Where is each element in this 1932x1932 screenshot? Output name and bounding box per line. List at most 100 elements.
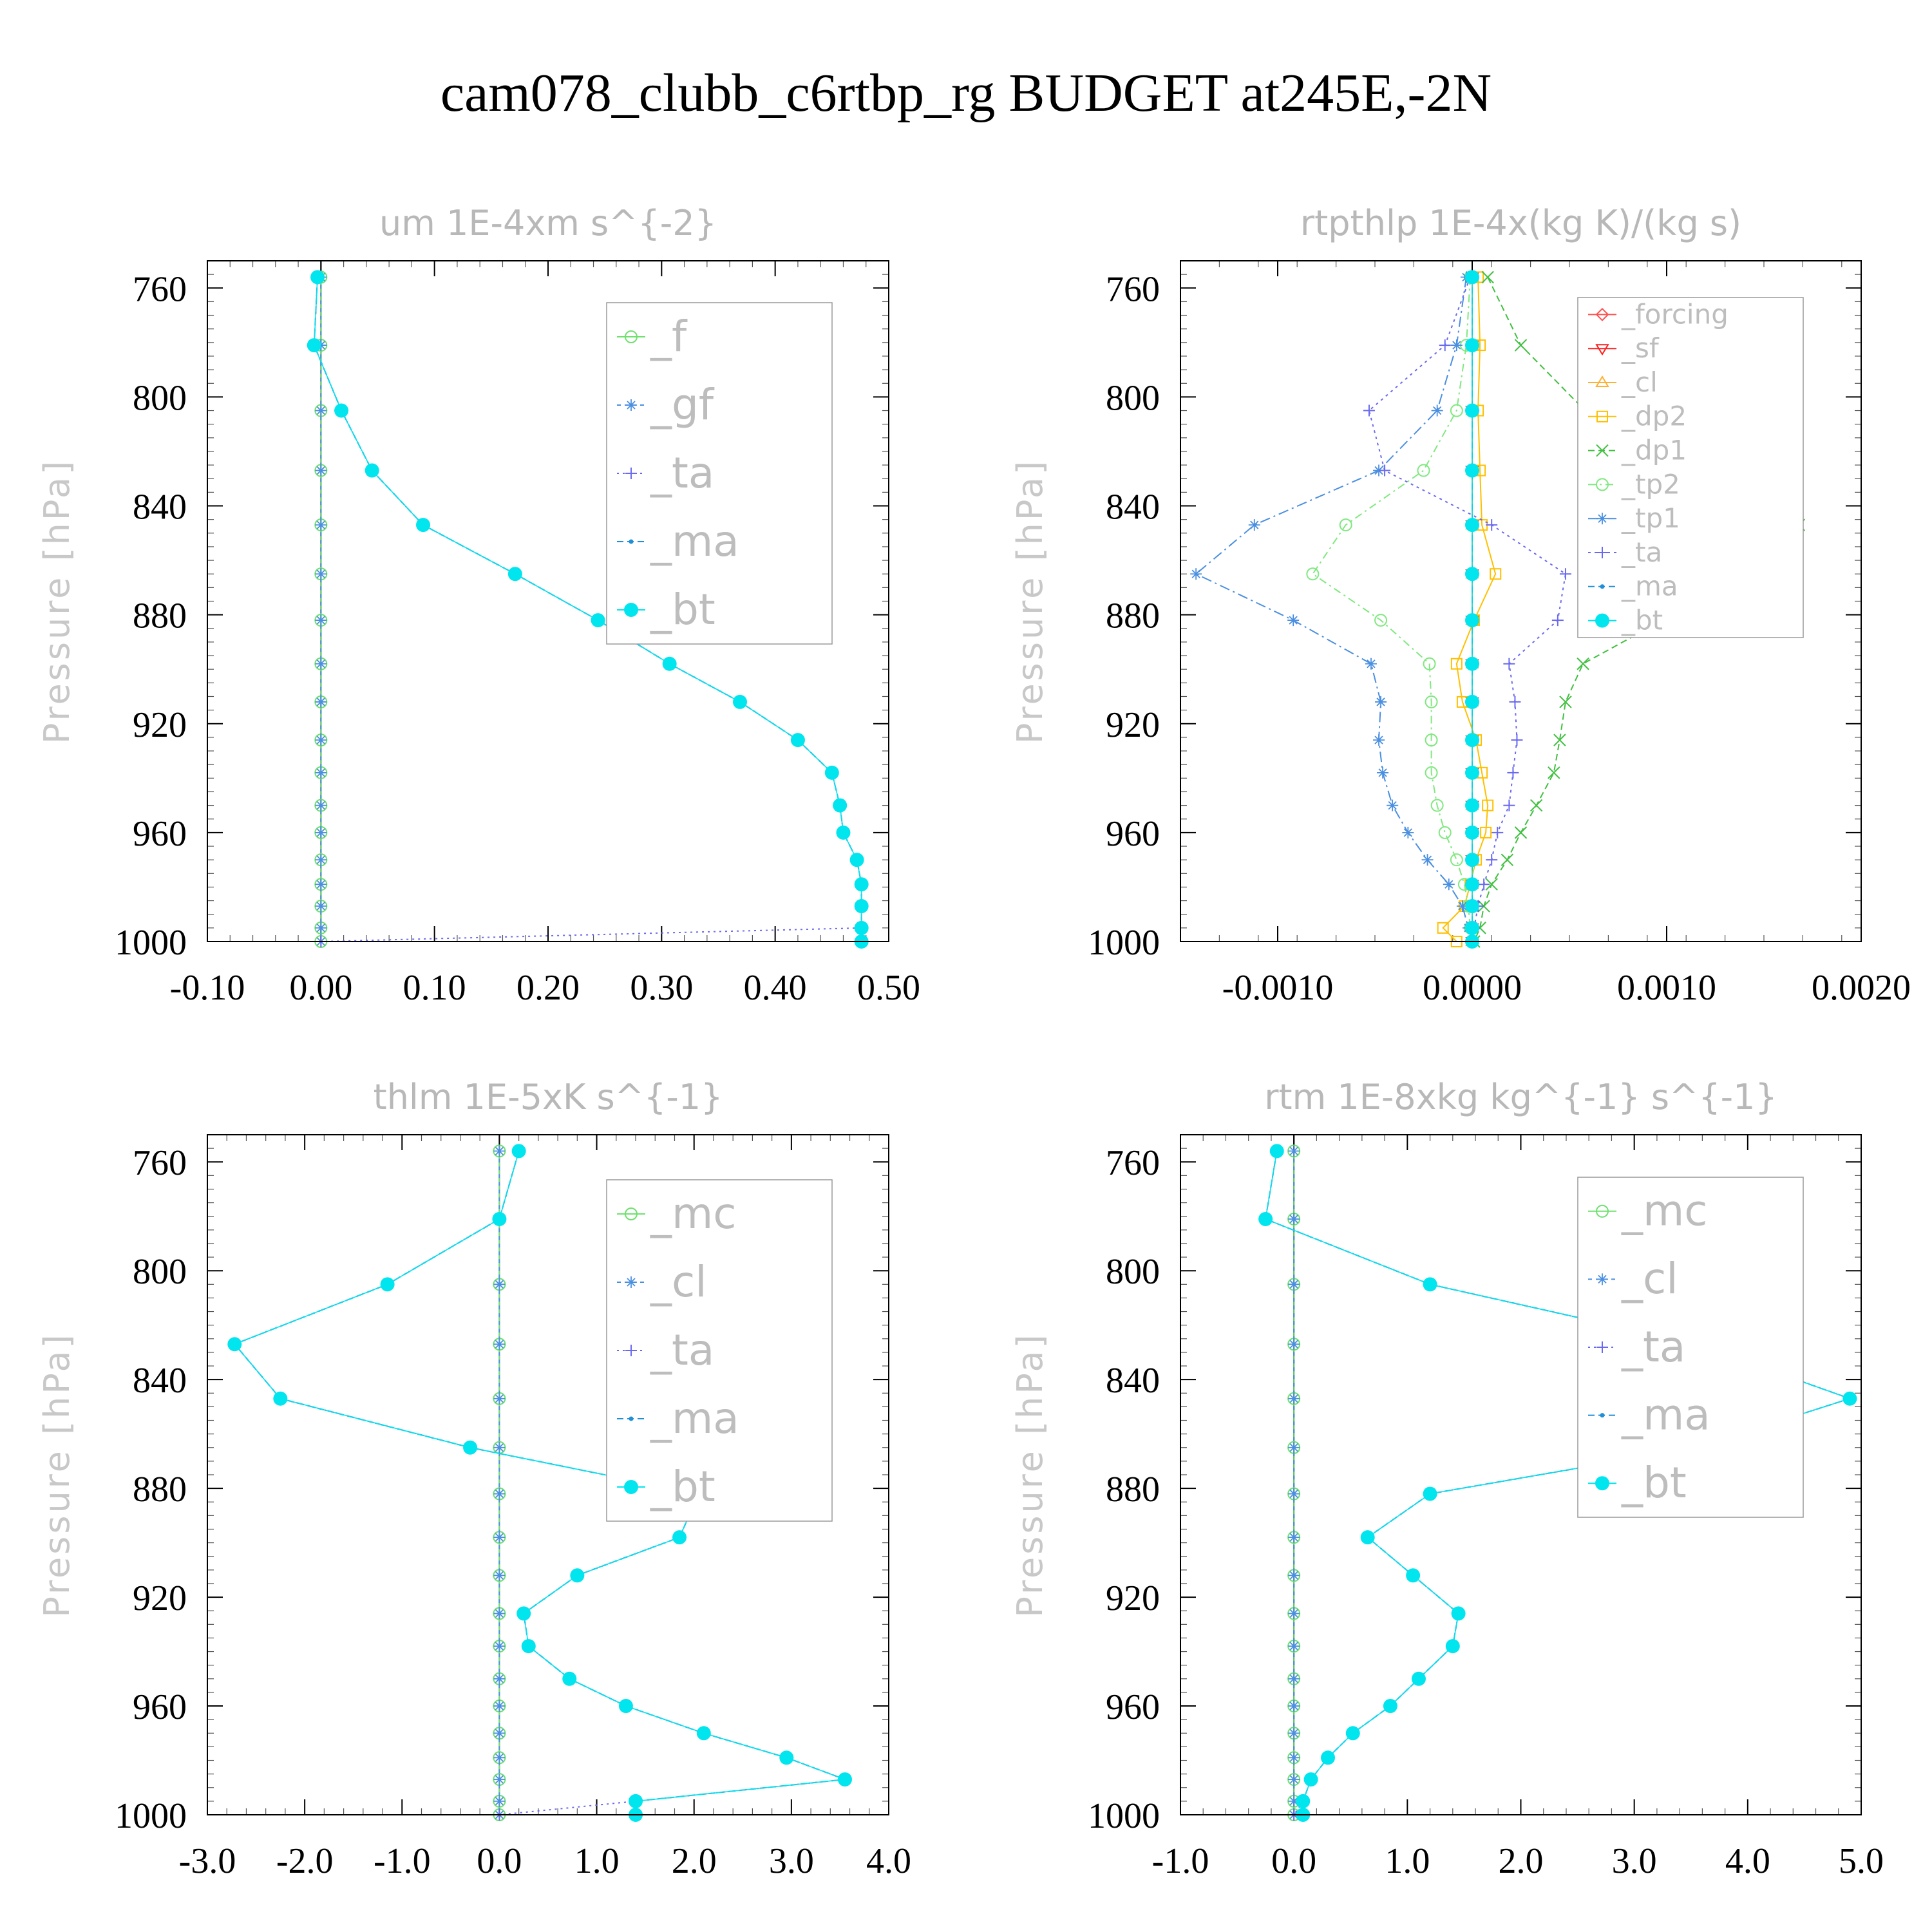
- data-point: [1514, 826, 1528, 839]
- y-tick-label: 800: [1106, 1252, 1160, 1292]
- data-point: [365, 463, 379, 478]
- legend-marker: [1595, 613, 1609, 628]
- data-point: [1287, 614, 1300, 627]
- data-point: [1379, 464, 1391, 477]
- data-point: [854, 877, 869, 892]
- data-point: [1465, 403, 1479, 418]
- legend-marker: [629, 1416, 634, 1421]
- legend-box: [1577, 297, 1804, 638]
- data-point: [1375, 696, 1387, 708]
- data-point: [1465, 656, 1479, 671]
- data-point: [1374, 614, 1388, 627]
- data-point: [662, 656, 677, 671]
- chart-panel-2: rtpthlp 1E-4x(kg K)/(kg s) Pressure [hPa]…: [1010, 203, 1911, 1008]
- data-point: [1288, 1727, 1300, 1739]
- x-tick-label: 5.0: [1839, 1841, 1884, 1881]
- y-axis-label: Pressure [hPa]: [37, 1332, 77, 1617]
- legend-marker: [629, 539, 634, 544]
- data-point: [1465, 338, 1479, 353]
- data-point: [1373, 734, 1385, 746]
- panel-title: thlm 1E-5xK s^{-1}: [374, 1077, 723, 1117]
- data-point: [1321, 1750, 1336, 1765]
- data-point: [507, 567, 522, 582]
- data-point: [1383, 1699, 1397, 1714]
- legend: _mc _cl _ta _ma _bt: [606, 1179, 833, 1522]
- data-point: [1478, 878, 1490, 891]
- chart-panel-3: thlm 1E-5xK s^{-1} Pressure [hPa] 760 800 84…: [37, 1077, 911, 1881]
- data-point: [779, 1750, 794, 1765]
- legend-box: [606, 1179, 833, 1522]
- x-tick-label: 0.50: [857, 968, 920, 1008]
- legend-label: _ta: [1621, 536, 1662, 568]
- data-point: [492, 1211, 507, 1226]
- data-point: [227, 1337, 242, 1352]
- data-point: [1456, 900, 1468, 913]
- data-point: [1303, 1772, 1318, 1787]
- legend-marker: [1596, 513, 1608, 525]
- y-tick-label: 760: [1106, 1143, 1160, 1183]
- legend-label: _dp2: [1621, 401, 1687, 432]
- legend-label: _mc: [1621, 1186, 1708, 1236]
- y-tick-label: 840: [133, 1361, 187, 1401]
- data-point: [1465, 765, 1479, 780]
- y-axis-label: Pressure [hPa]: [1010, 459, 1050, 744]
- y-tick-label: 960: [133, 1687, 187, 1727]
- x-tick-label: -2.0: [276, 1841, 334, 1881]
- data-point: [1296, 1794, 1311, 1808]
- data-point: [1288, 1752, 1300, 1764]
- y-tick-label: 920: [1106, 1578, 1160, 1618]
- x-tick-label: 0.0: [1271, 1841, 1316, 1881]
- legend-label: _mc: [650, 1189, 737, 1238]
- data-point: [1559, 568, 1571, 580]
- data-point: [1480, 826, 1492, 838]
- data-point: [493, 1531, 506, 1544]
- data-point: [1439, 339, 1451, 352]
- data-point: [1365, 658, 1377, 670]
- data-point: [315, 900, 327, 913]
- data-point: [1509, 696, 1521, 708]
- legend-label: _forcing: [1621, 298, 1728, 330]
- data-point: [1258, 1211, 1273, 1226]
- data-point: [1577, 658, 1589, 670]
- y-tick-label: 760: [1106, 269, 1160, 309]
- data-point: [1486, 519, 1498, 531]
- y-tick-label: 760: [133, 1143, 187, 1183]
- data-point: [1288, 1338, 1300, 1350]
- data-point: [315, 614, 327, 627]
- legend-marker: [624, 1480, 638, 1494]
- legend-marker: [1595, 344, 1609, 356]
- data-point: [1503, 799, 1515, 811]
- data-point: [1553, 734, 1566, 746]
- legend-marker: [1596, 410, 1608, 422]
- data-point: [493, 1752, 506, 1764]
- data-point: [315, 696, 327, 708]
- data-point: [273, 1391, 288, 1406]
- data-point: [1465, 270, 1479, 285]
- data-point: [1445, 1639, 1460, 1654]
- data-point: [1288, 1488, 1300, 1500]
- data-point: [790, 733, 805, 748]
- data-point: [1465, 877, 1479, 892]
- series-line: [1195, 277, 1473, 942]
- data-point: [307, 338, 321, 353]
- data-point: [1450, 404, 1463, 417]
- data-point: [1481, 270, 1494, 284]
- series-dp2: [1437, 271, 1502, 947]
- data-point: [1559, 696, 1572, 708]
- data-point: [1288, 1640, 1300, 1653]
- legend-label: _bt: [650, 585, 715, 634]
- data-point: [315, 658, 327, 670]
- y-tick-label: 880: [1106, 1470, 1160, 1510]
- data-point: [1425, 695, 1438, 708]
- y-tick-label: 880: [1106, 596, 1160, 636]
- x-tick-label: 1.0: [1385, 1841, 1430, 1881]
- legend-label: _ta: [650, 1325, 714, 1375]
- data-point: [1437, 922, 1449, 934]
- data-point: [1465, 825, 1479, 840]
- data-point: [1430, 799, 1444, 812]
- data-point: [463, 1440, 478, 1455]
- data-point: [1306, 567, 1320, 581]
- data-point: [1363, 404, 1375, 417]
- x-tick-label: -3.0: [179, 1841, 236, 1881]
